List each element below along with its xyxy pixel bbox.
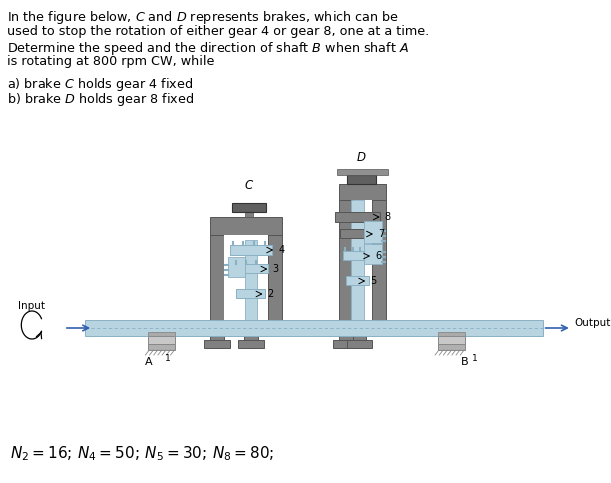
Bar: [334, 340, 359, 348]
Bar: [238, 340, 263, 348]
Text: $D$: $D$: [356, 151, 367, 164]
Text: 5: 5: [370, 276, 376, 286]
Bar: [148, 336, 175, 344]
Bar: [372, 200, 386, 320]
Bar: [244, 320, 258, 348]
Bar: [353, 200, 372, 320]
Text: 1: 1: [472, 354, 478, 363]
Bar: [210, 320, 224, 348]
Bar: [339, 200, 353, 320]
Bar: [228, 257, 245, 277]
Bar: [205, 340, 230, 348]
Bar: [347, 340, 372, 348]
Bar: [364, 244, 382, 264]
Text: 7: 7: [378, 229, 384, 239]
Bar: [245, 212, 253, 217]
Bar: [210, 217, 282, 235]
Bar: [438, 332, 465, 336]
Bar: [230, 245, 273, 255]
Text: A: A: [144, 357, 152, 367]
Bar: [346, 276, 369, 285]
Bar: [339, 184, 386, 200]
Text: 4: 4: [278, 245, 284, 255]
Bar: [351, 200, 364, 335]
Bar: [233, 264, 268, 273]
Text: In the figure below, $C$ and $D$ represents brakes, which can be: In the figure below, $C$ and $D$ represe…: [7, 9, 399, 26]
Text: b) brake $D$ holds gear 8 fixed: b) brake $D$ holds gear 8 fixed: [7, 91, 194, 109]
Bar: [148, 332, 175, 336]
Text: a) brake $C$ holds gear 4 fixed: a) brake $C$ holds gear 4 fixed: [7, 76, 193, 93]
Text: 8: 8: [385, 212, 391, 222]
Bar: [438, 336, 465, 344]
Bar: [339, 320, 353, 348]
Text: 1: 1: [165, 354, 170, 363]
Bar: [335, 212, 380, 222]
Bar: [347, 175, 376, 184]
Text: 2: 2: [268, 289, 274, 299]
Text: $N_2 = 16;\, N_4 = 50;\, N_5 = 30;\, N_8 = 80;$: $N_2 = 16;\, N_4 = 50;\, N_5 = 30;\, N_8…: [10, 444, 274, 463]
Bar: [353, 320, 366, 348]
Bar: [343, 251, 372, 260]
Bar: [364, 221, 382, 243]
Bar: [438, 344, 465, 350]
Text: Determine the speed and the direction of shaft $B$ when shaft $A$: Determine the speed and the direction of…: [7, 40, 409, 57]
Bar: [224, 235, 268, 320]
Text: $C$: $C$: [244, 179, 254, 192]
Text: 6: 6: [375, 251, 381, 261]
Text: used to stop the rotation of either gear 4 or gear 8, one at a time.: used to stop the rotation of either gear…: [7, 25, 429, 38]
Bar: [232, 203, 266, 212]
Bar: [337, 169, 387, 175]
Bar: [236, 289, 266, 298]
Bar: [268, 235, 282, 320]
Bar: [245, 240, 257, 320]
Bar: [86, 320, 543, 336]
Bar: [148, 344, 175, 350]
Text: Input: Input: [18, 301, 45, 311]
Text: is rotating at 800 rpm CW, while: is rotating at 800 rpm CW, while: [7, 56, 214, 69]
Bar: [210, 235, 224, 320]
Text: B: B: [461, 357, 469, 367]
Text: 3: 3: [273, 264, 279, 274]
Bar: [340, 229, 375, 238]
Text: Output: Output: [575, 318, 611, 328]
